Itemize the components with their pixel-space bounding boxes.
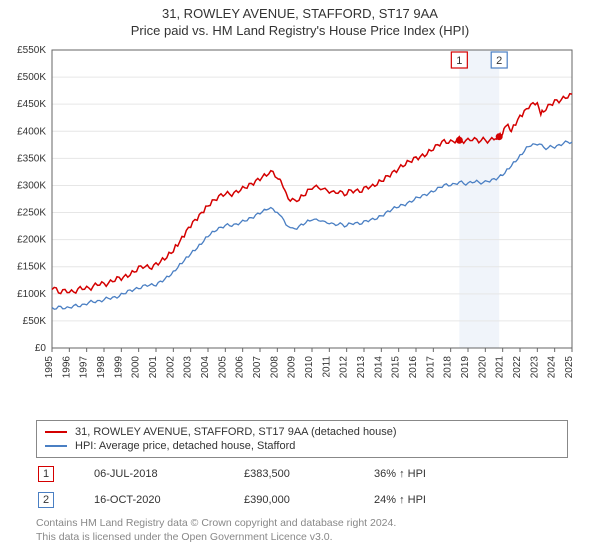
- svg-text:2013: 2013: [356, 356, 367, 379]
- chart-legend: 31, ROWLEY AVENUE, STAFFORD, ST17 9AA (d…: [36, 420, 568, 458]
- svg-text:2007: 2007: [252, 356, 263, 379]
- page-title: 31, ROWLEY AVENUE, STAFFORD, ST17 9AA: [0, 0, 600, 21]
- svg-text:2002: 2002: [165, 356, 176, 379]
- svg-text:2: 2: [496, 55, 502, 67]
- svg-text:2001: 2001: [148, 356, 159, 379]
- svg-text:2005: 2005: [217, 356, 228, 379]
- svg-text:2020: 2020: [477, 356, 488, 379]
- sale-marker-row: 1 06-JUL-2018 £383,500 36% ↑ HPI: [36, 462, 568, 488]
- svg-text:1: 1: [456, 55, 462, 67]
- svg-text:£400K: £400K: [17, 126, 46, 137]
- svg-text:1997: 1997: [79, 356, 90, 379]
- sale-marker-badge: 1: [38, 466, 54, 482]
- sale-delta-hpi: 24% ↑ HPI: [374, 494, 484, 506]
- sale-date: 06-JUL-2018: [94, 468, 204, 480]
- svg-text:£450K: £450K: [17, 99, 46, 110]
- svg-text:1996: 1996: [61, 356, 72, 379]
- sale-delta-hpi: 36% ↑ HPI: [374, 468, 484, 480]
- svg-text:2010: 2010: [304, 356, 315, 379]
- price-chart: £0 £50K £100K £150K £200K £250K £300K £350K £400…: [0, 38, 600, 408]
- legend-item: 31, ROWLEY AVENUE, STAFFORD, ST17 9AA (d…: [45, 425, 559, 439]
- svg-text:2015: 2015: [391, 356, 402, 379]
- svg-text:£150K: £150K: [17, 262, 46, 273]
- attribution-text: Contains HM Land Registry data © Crown c…: [36, 516, 568, 544]
- svg-text:2006: 2006: [235, 356, 246, 379]
- svg-text:2011: 2011: [321, 356, 332, 378]
- svg-text:2024: 2024: [547, 356, 558, 379]
- legend-swatch: [45, 431, 67, 433]
- svg-text:2021: 2021: [495, 356, 506, 379]
- legend-item: HPI: Average price, detached house, Staf…: [45, 439, 559, 453]
- svg-text:£200K: £200K: [17, 235, 46, 246]
- sale-price: £390,000: [244, 494, 334, 506]
- legend-swatch: [45, 445, 67, 447]
- sale-marker-badge: 2: [38, 492, 54, 508]
- sale-date: 16-OCT-2020: [94, 494, 204, 506]
- sale-marker-row: 2 16-OCT-2020 £390,000 24% ↑ HPI: [36, 488, 568, 514]
- legend-label: HPI: Average price, detached house, Staf…: [75, 440, 295, 452]
- svg-text:1998: 1998: [96, 356, 107, 379]
- svg-text:2025: 2025: [564, 356, 575, 379]
- legend-label: 31, ROWLEY AVENUE, STAFFORD, ST17 9AA (d…: [75, 426, 397, 438]
- svg-text:2019: 2019: [460, 356, 471, 379]
- svg-text:2014: 2014: [373, 356, 384, 379]
- svg-text:2003: 2003: [183, 356, 194, 379]
- svg-text:2023: 2023: [529, 356, 540, 379]
- svg-text:2016: 2016: [408, 356, 419, 379]
- sale-markers-table: 1 06-JUL-2018 £383,500 36% ↑ HPI 2 16-OCT-202…: [36, 462, 568, 514]
- sale-price: £383,500: [244, 468, 334, 480]
- svg-text:2022: 2022: [512, 356, 523, 379]
- svg-text:2012: 2012: [339, 356, 350, 379]
- svg-text:1995: 1995: [44, 356, 55, 379]
- page-subtitle: Price paid vs. HM Land Registry's House …: [0, 21, 600, 38]
- attribution-line: Contains HM Land Registry data © Crown c…: [36, 516, 568, 530]
- attribution-line: This data is licensed under the Open Gov…: [36, 530, 568, 544]
- svg-text:£500K: £500K: [17, 72, 46, 83]
- svg-text:£550K: £550K: [17, 45, 46, 56]
- svg-text:2018: 2018: [443, 356, 454, 379]
- svg-text:2008: 2008: [269, 356, 280, 379]
- svg-text:£0: £0: [35, 343, 47, 354]
- svg-text:2017: 2017: [425, 356, 436, 379]
- svg-text:£50K: £50K: [23, 316, 47, 327]
- svg-text:£300K: £300K: [17, 180, 46, 191]
- svg-text:£350K: £350K: [17, 153, 46, 164]
- svg-text:£250K: £250K: [17, 208, 46, 219]
- svg-text:£100K: £100K: [17, 289, 46, 300]
- svg-text:2000: 2000: [131, 356, 142, 379]
- svg-text:2004: 2004: [200, 356, 211, 379]
- svg-text:1999: 1999: [113, 356, 124, 379]
- svg-text:2009: 2009: [287, 356, 298, 379]
